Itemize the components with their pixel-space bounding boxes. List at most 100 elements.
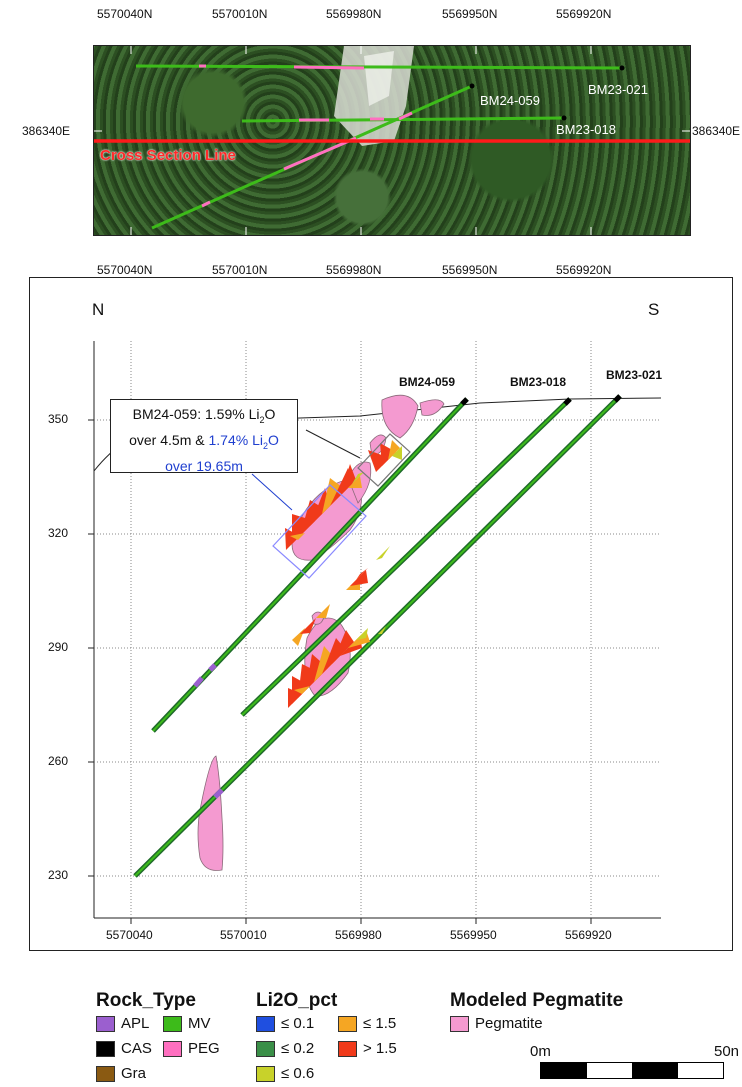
map-easting-left: 386340E xyxy=(22,124,71,138)
callout-line-2-suffix: O xyxy=(267,431,279,448)
callout-line-1-suffix: O xyxy=(264,406,276,422)
north-label: N xyxy=(92,300,105,319)
legend-label-peg: PEG xyxy=(188,1040,220,1057)
y-tick-320: 320 xyxy=(48,526,69,540)
hole-trace-bm24-059 xyxy=(151,83,475,230)
callout-line-1-text: BM24-059: 1.59% Li xyxy=(132,406,260,422)
legend-li2o-le-0-6: ≤ 0.6 xyxy=(256,1065,314,1082)
legend-label-le-1-5: ≤ 1.5 xyxy=(363,1015,397,1032)
callout-line-3: over 19.65m xyxy=(165,457,243,474)
legend-label-le-0-1: ≤ 0.1 xyxy=(281,1015,315,1032)
hole-label-bm23-018: BM23-018 xyxy=(510,375,567,389)
cross-section-label: Cross Section Line xyxy=(100,147,236,164)
legend-label-pegmatite: Pegmatite xyxy=(475,1015,543,1032)
legend-li2o-le-0-1: ≤ 0.1 xyxy=(256,1015,314,1032)
legend-label-apl: APL xyxy=(121,1015,150,1032)
legend-swatch-mv xyxy=(163,1015,182,1032)
cross-section-drawing xyxy=(88,341,662,924)
legend-li2o-le-1-5: ≤ 1.5 xyxy=(338,1015,396,1032)
legend-swatch-gt-1-5 xyxy=(338,1040,357,1057)
y-tick-350: 350 xyxy=(48,412,69,426)
legend-swatch-le-0-2 xyxy=(256,1040,275,1057)
legend-swatch-cas xyxy=(96,1040,115,1057)
legend-rock-peg: PEG xyxy=(163,1040,220,1057)
drillhole-bm23-018 xyxy=(240,397,572,717)
legend-swatch-le-1-5 xyxy=(338,1015,357,1032)
callout-line-2-text: over 4.5m & xyxy=(129,431,209,448)
x-tick-5569920: 5569920 xyxy=(565,928,612,942)
callout-line-2: over 4.5m & 1.74% Li2O xyxy=(111,430,297,456)
map-bottom-northing-5: 5569920N xyxy=(556,263,612,277)
hole-label-bm23-021: BM23-021 xyxy=(606,368,663,382)
legend-swatch-peg xyxy=(163,1040,182,1057)
legend-li2o-le-0-2: ≤ 0.2 xyxy=(256,1040,314,1057)
x-tick-5570040: 5570040 xyxy=(106,928,153,942)
y-tick-260: 260 xyxy=(48,754,69,768)
south-label: S xyxy=(648,300,660,319)
y-tick-230: 230 xyxy=(48,868,69,882)
map-top-northing-5: 5569920N xyxy=(556,7,612,21)
legend-label-cas: CAS xyxy=(121,1040,152,1057)
map-easting-right: 386340E xyxy=(692,124,741,138)
scale-bar xyxy=(540,1062,724,1079)
plan-map: Cross Section Line BM24-059 BM23-021 BM2… xyxy=(93,45,691,236)
assay-bars-bm23-018 xyxy=(292,546,390,646)
hole-trace-bm23-018 xyxy=(241,115,567,123)
scale-label-start: 0m xyxy=(530,1043,551,1060)
cross-section-panel: N S 350 320 290 260 230 5570040 5570010 … xyxy=(29,277,733,951)
drillhole-bm24-059 xyxy=(151,397,469,733)
x-tick-5569980: 5569980 xyxy=(335,928,382,942)
map-hole-label-bm23-021: BM23-021 xyxy=(588,82,648,97)
legend-swatch-apl xyxy=(96,1015,115,1032)
map-hole-label-bm23-018: BM23-018 xyxy=(556,122,616,137)
map-bottom-northing-1: 5570040N xyxy=(97,263,153,277)
callout-line-1-sub: 2 xyxy=(259,414,265,425)
highlight-box-interval-a xyxy=(272,484,367,579)
legend-rock-apl: APL xyxy=(96,1015,149,1032)
assay-bars-bm24-059-upper xyxy=(285,464,364,550)
callout-leader-blue xyxy=(251,473,293,511)
x-tick-5569950: 5569950 xyxy=(450,928,497,942)
legend-rock-cas: CAS xyxy=(96,1040,152,1057)
rock-outcrop-highlight xyxy=(364,51,394,106)
map-bottom-northing-4: 5569950N xyxy=(442,263,498,277)
callout-line-1: BM24-059: 1.59% Li2O xyxy=(111,404,297,430)
legend-label-le-0-2: ≤ 0.2 xyxy=(281,1040,315,1057)
legend-li2o-title: Li2O_pct xyxy=(256,990,338,1011)
map-bottom-northing-2: 5570010N xyxy=(212,263,268,277)
legend-li2o-gt-1-5: > 1.5 xyxy=(338,1040,397,1057)
legend-pegmatite-item: Pegmatite xyxy=(450,1015,543,1032)
legend-rock-gra: Gra xyxy=(96,1065,146,1082)
map-top-northing-1: 5570040N xyxy=(97,7,153,21)
legend-label-le-0-6: ≤ 0.6 xyxy=(281,1065,315,1082)
legend-pegmatite-title: Modeled Pegmatite xyxy=(450,990,624,1011)
scale-label-end: 50n xyxy=(714,1043,740,1060)
legend-swatch-pegmatite xyxy=(450,1015,469,1032)
legend-label-gra: Gra xyxy=(121,1065,147,1082)
callout-line-2-blue: 1.74% Li xyxy=(208,431,263,448)
map-top-northing-4: 5569950N xyxy=(442,7,498,21)
legend-label-gt-1-5: > 1.5 xyxy=(363,1040,397,1057)
assay-bars-bm23-021 xyxy=(288,626,386,708)
legend-rock-type-title: Rock_Type xyxy=(96,990,196,1011)
x-tick-5570010: 5570010 xyxy=(220,928,267,942)
callout-leader-black xyxy=(305,429,361,459)
y-tick-290: 290 xyxy=(48,640,69,654)
map-hole-label-bm24-059: BM24-059 xyxy=(480,93,540,108)
legend-label-mv: MV xyxy=(188,1015,211,1032)
legend-swatch-le-0-1 xyxy=(256,1015,275,1032)
legend-rock-mv: MV xyxy=(163,1015,211,1032)
assay-callout-box: BM24-059: 1.59% Li2O over 4.5m & 1.74% L… xyxy=(110,399,298,474)
hole-label-bm24-059: BM24-059 xyxy=(399,375,456,389)
legend-swatch-gra xyxy=(96,1065,115,1082)
map-top-northing-2: 5570010N xyxy=(212,7,268,21)
callout-line-2-sub: 2 xyxy=(262,440,268,451)
map-bottom-northing-3: 5569980N xyxy=(326,263,382,277)
highlight-box-interval-b xyxy=(357,433,411,487)
plan-map-drawing xyxy=(94,46,690,235)
drillhole-bm23-021 xyxy=(133,394,622,878)
legend-swatch-le-0-6 xyxy=(256,1065,275,1082)
map-top-northing-3: 5569980N xyxy=(326,7,382,21)
hole-trace-bm23-021 xyxy=(135,64,625,71)
assay-bars-bm24-059-lower xyxy=(368,440,402,472)
